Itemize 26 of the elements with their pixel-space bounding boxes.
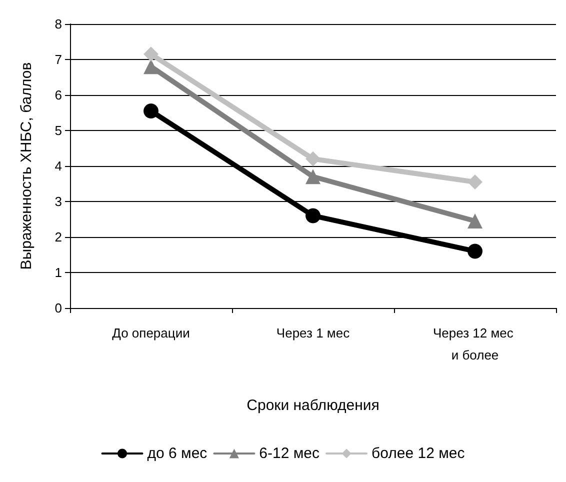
point [306,208,320,224]
x-axis-title: Сроки наблюдения [246,397,380,414]
legend-label: более 12 мес [372,445,466,462]
point [144,103,158,118]
y-tick-label: 1 [54,265,62,280]
point [468,174,482,190]
point [306,151,320,166]
y-tick-label: 6 [54,88,62,102]
legend-label: до 6 мес [147,445,208,462]
y-tick-label: 7 [54,52,62,67]
point [144,46,158,62]
point [306,169,320,184]
legend-label: 6-12 мес [259,445,320,462]
point [144,59,158,74]
y-tick-label: 5 [54,123,62,138]
point [468,244,482,259]
y-tick-label: 0 [54,300,62,316]
point [468,214,482,229]
y-axis-title: Выраженность ХНБС, баллов [18,62,35,270]
y-tick-label: 3 [54,194,62,209]
x-tick-label: Через 12 мес и более [433,326,517,362]
x-tick-label: До операции [112,326,190,340]
y-tick-label: 8 [54,16,62,32]
x-tick-label: Через 1 мес [276,326,350,340]
y-tick-label: 2 [54,230,62,244]
y-tick-label: 4 [54,158,62,174]
